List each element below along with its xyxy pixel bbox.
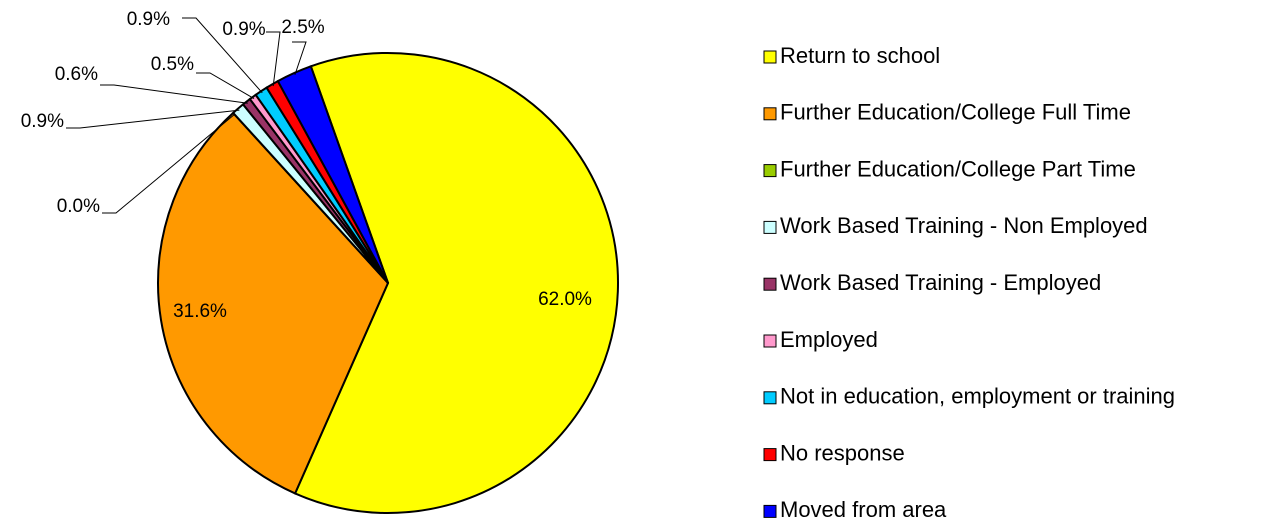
leader-line (66, 109, 240, 129)
legend-label: Employed (780, 327, 878, 352)
legend-swatch (763, 504, 777, 518)
pie-slice (157, 111, 390, 495)
legend-swatch (763, 334, 777, 348)
data-label: 0.9% (127, 9, 170, 30)
legend-label: Moved from area (780, 497, 947, 522)
legend-swatch (763, 448, 777, 462)
data-label: 62.0% (538, 289, 592, 310)
leader-line (196, 72, 255, 99)
pie-slice (276, 65, 389, 284)
leader-line (266, 31, 281, 87)
legend-swatch (763, 50, 777, 64)
pie-slice (293, 52, 619, 514)
leader-line (102, 113, 235, 214)
data-label: 31.6% (173, 301, 227, 322)
leader-line (182, 17, 263, 94)
legend-swatch (763, 220, 777, 234)
data-label: 0.5% (151, 54, 194, 75)
legend-swatch (763, 164, 777, 178)
legend-label: No response (780, 440, 905, 465)
legend-swatch (763, 107, 777, 121)
legend-label: Work Based Training - Non Employed (780, 213, 1148, 238)
data-label: 0.0% (57, 196, 100, 217)
legend-label: Further Education/College Part Time (780, 156, 1136, 181)
data-label: 0.9% (21, 111, 64, 132)
leader-line (292, 41, 307, 76)
legend-label: Further Education/College Full Time (780, 100, 1131, 125)
leader-line (100, 84, 248, 104)
legend-label: Work Based Training - Employed (780, 270, 1101, 295)
data-label: 0.9% (222, 19, 265, 40)
legend-label: Return to school (780, 43, 940, 68)
data-label: 2.5% (281, 17, 324, 38)
legend-label: Not in education, employment or training (780, 384, 1175, 409)
data-label: 0.6% (55, 64, 98, 85)
legend-swatch (763, 277, 777, 291)
legend-swatch (763, 391, 777, 405)
